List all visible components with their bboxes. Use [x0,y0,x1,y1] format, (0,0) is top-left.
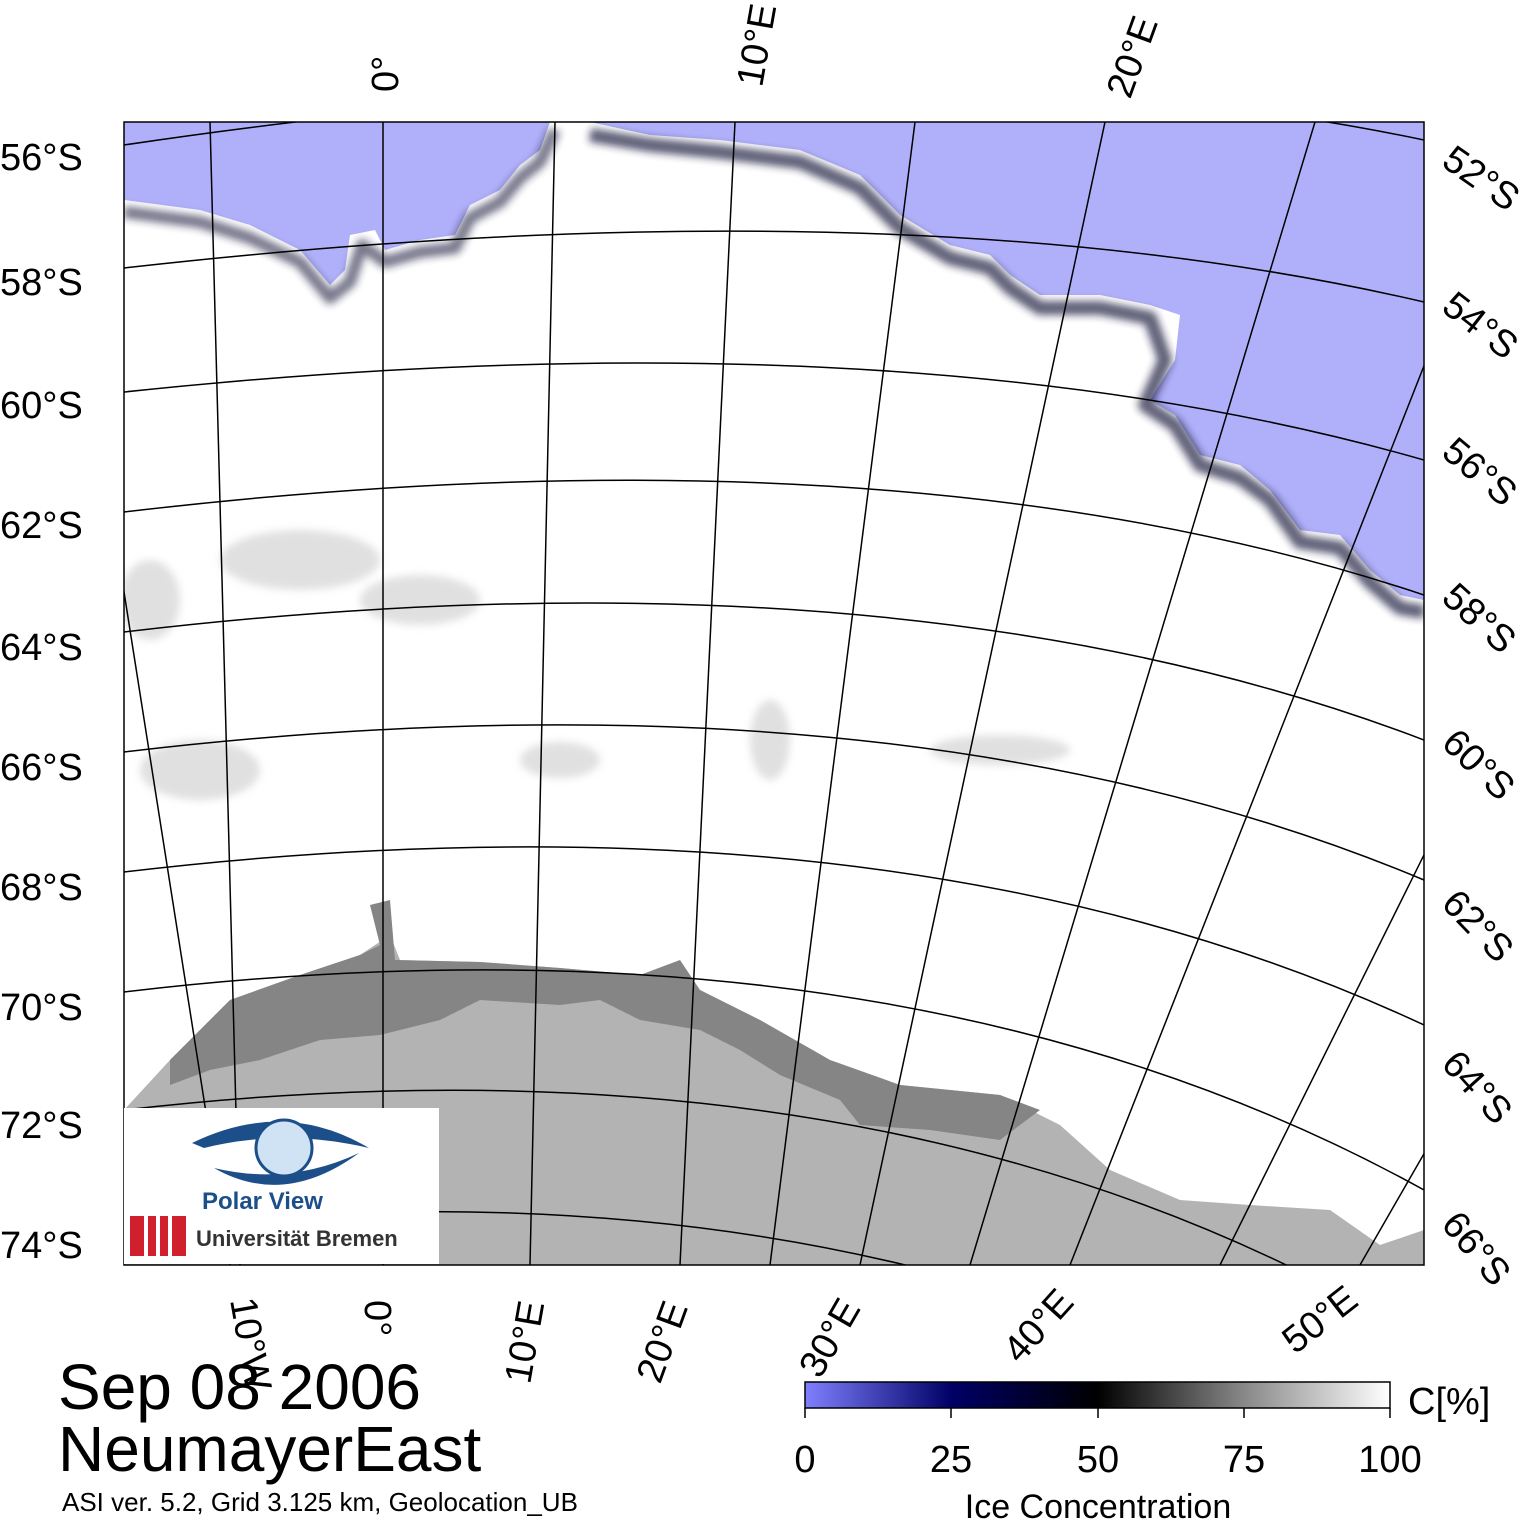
colorbar-tick-label-0: 0 [794,1439,815,1481]
colorbar-tick-label-50: 50 [1077,1439,1119,1481]
right-latitude-labels: 52°S 54°S 56°S 58°S 60°S 62°S 64°S 66°S [1433,138,1527,1294]
left-lat-66: 66°S [0,747,83,789]
map-region-title: NeumayerEast [58,1413,482,1485]
antarctic-land [124,935,1424,1265]
graticule-meridians [124,122,1424,1265]
top-meridian-labels: 0° 10°E 20°E [365,1,1167,103]
left-lat-64: 64°S [0,627,83,669]
eye-logo-icon [130,1118,369,1256]
left-lat-68: 68°S [0,867,83,909]
map-subtitle: ASI ver. 5.2, Grid 3.125 km, Geolocation… [62,1487,578,1517]
low-concentration-patches [124,530,1070,800]
polar-view-logo: Polar View Universität Bremen [124,1108,439,1264]
map-frame-content [124,122,1424,1265]
colorbar-tick-label-75: 75 [1223,1439,1265,1481]
bottom-label-0: 0° [356,1300,398,1336]
colorbar-unit: C[%] [1408,1381,1490,1423]
left-lat-58: 58°S [0,262,83,304]
right-lat-64: 64°S [1433,1043,1520,1133]
right-lat-52: 52°S [1435,138,1527,220]
bottom-label-30e: 30°E [791,1292,869,1385]
bottom-label-50e: 50°E [1275,1278,1366,1362]
right-lat-54: 54°S [1434,284,1525,368]
colorbar-gradient [804,1381,1391,1409]
top-label-10e: 10°E [730,1,786,90]
ice-shelf [170,900,1040,1140]
map-date-title: Sep 08 2006 [58,1351,421,1423]
right-lat-60: 60°S [1434,721,1523,809]
left-lat-62: 62°S [0,505,83,547]
bottom-label-20e: 20°E [629,1296,697,1388]
left-lat-60: 60°S [0,385,83,427]
top-label-20e: 20°E [1099,11,1167,103]
left-lat-72: 72°S [0,1105,83,1147]
colorbar-tick-label-100: 100 [1358,1439,1421,1481]
marginal-ice-fringe [588,128,1424,619]
open-water-region [124,122,1424,600]
colorbar-tick-label-25: 25 [930,1439,972,1481]
left-lat-56: 56°S [0,137,83,179]
colorbar-label: Ice Concentration [965,1488,1232,1523]
logo-institution-text: Universität Bremen [196,1226,398,1251]
bottom-label-40e: 40°E [995,1281,1082,1371]
left-lat-70: 70°S [0,987,83,1029]
colorbar: 0 25 50 75 100 C[%] Ice Concentration [794,1381,1490,1523]
map-frame [123,121,1425,1266]
left-lat-74: 74°S [0,1225,83,1267]
top-label-0: 0° [365,56,407,92]
right-lat-66: 66°S [1433,1204,1518,1294]
graticule-parallels [124,122,1424,1265]
right-lat-56: 56°S [1434,430,1524,515]
right-lat-58: 58°S [1434,575,1524,662]
bottom-label-10e: 10°E [498,1298,554,1387]
right-lat-62: 62°S [1434,882,1522,971]
left-latitude-labels: 56°S 58°S 60°S 62°S 64°S 66°S 68°S 70°S … [0,137,83,1267]
logo-brand-text: Polar View [202,1188,323,1215]
marginal-ice-fringe-west [124,127,561,304]
